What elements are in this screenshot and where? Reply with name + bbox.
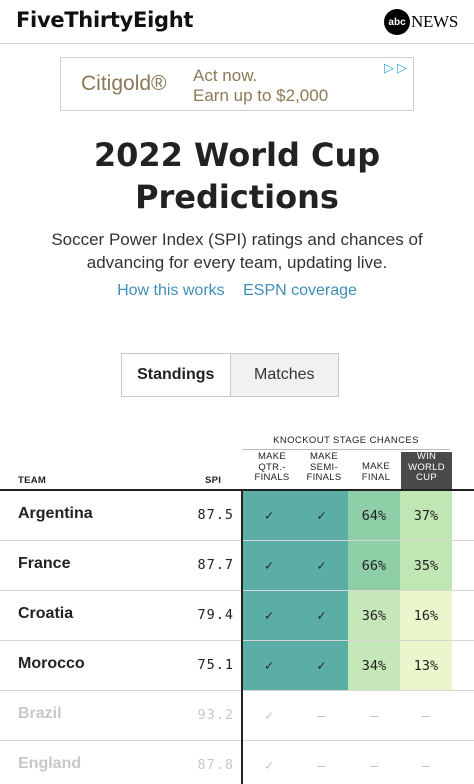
cell-win: —: [421, 757, 431, 774]
team-spi: 87.8: [197, 757, 234, 773]
col-win-line-3: CUP: [416, 472, 437, 483]
team-spi: 79.4: [197, 607, 234, 623]
page-title: 2022 World Cup Predictions: [0, 134, 474, 218]
col-qtr-line-2: QTR.-: [258, 461, 286, 473]
abc-logo-mark: abc: [384, 9, 411, 35]
page-title-line-1: 2022 World Cup: [93, 136, 381, 174]
col-header-make-semi-finals[interactable]: MAKE SEMI- FINALS: [299, 451, 349, 489]
team-spi: 75.1: [197, 657, 234, 673]
ad-close-icon[interactable]: ▷: [397, 60, 407, 75]
team-spi: 87.5: [197, 507, 234, 523]
col-header-make-final[interactable]: MAKE FINAL: [351, 452, 401, 489]
table-row[interactable]: Argentina 87.5 ✓ ✓ 64% 37%: [0, 491, 474, 541]
subtitle-line-2: advancing for every team, updating live.: [86, 253, 388, 272]
abc-news-wordmark: NEWS: [411, 12, 458, 31]
col-qtr-line-1: MAKE: [257, 451, 287, 462]
table-row[interactable]: Croatia 79.4 ✓ ✓ 36% 16%: [0, 591, 474, 641]
cell-qtr: ✓: [264, 757, 274, 774]
table-row[interactable]: France 87.7 ✓ ✓ 66% 35%: [0, 541, 474, 591]
table-row[interactable]: England 87.8 ✓ — — —: [0, 741, 474, 784]
team-name: France: [18, 555, 71, 572]
team-name: Morocco: [18, 655, 85, 672]
team-name: Brazil: [18, 705, 62, 722]
page-title-line-2: Predictions: [135, 178, 339, 216]
subtitle-line-1: Soccer Power Index (SPI) ratings and cha…: [51, 230, 423, 249]
ad-line-1: Act now.: [193, 66, 258, 85]
knockout-stage-header: KNOCKOUT STAGE CHANCES: [242, 432, 450, 450]
espn-coverage-link[interactable]: ESPN coverage: [243, 282, 357, 299]
cell-final: 66%: [348, 541, 400, 590]
ad-brand: Citigold®: [81, 72, 167, 95]
table-row[interactable]: Brazil 93.2 ✓ — — —: [0, 691, 474, 741]
knockout-divider-line: [241, 489, 243, 784]
cell-semi: —: [317, 707, 326, 724]
cell-semi: ✓: [295, 491, 348, 540]
col-win-line-1: WIN: [416, 451, 437, 462]
cell-semi: ✓: [295, 641, 348, 690]
col-header-win-world-cup[interactable]: WIN WORLD CUP: [401, 451, 452, 489]
col-win-line-2: WORLD: [408, 461, 445, 473]
cell-final: —: [369, 707, 379, 724]
col-final-line-2: FINAL: [361, 471, 391, 483]
col-header-make-qtr-finals[interactable]: MAKE QTR.- FINALS: [247, 451, 297, 489]
cell-win: 35%: [400, 541, 452, 590]
how-this-works-link[interactable]: How this works: [117, 282, 225, 299]
header-links: How this works ESPN coverage: [0, 282, 474, 300]
col-semi-line-3: FINALS: [306, 472, 342, 483]
cell-win: 16%: [400, 591, 452, 640]
page-subtitle: Soccer Power Index (SPI) ratings and cha…: [30, 228, 444, 274]
fivethirtyeight-logo[interactable]: FiveThirtyEight: [16, 8, 194, 32]
ad-copy: Act now. Earn up to $2,000: [193, 66, 328, 106]
tab-standings[interactable]: Standings: [122, 354, 231, 396]
ad-play-icon[interactable]: ▷: [384, 60, 394, 75]
col-qtr-line-3: FINALS: [254, 472, 290, 483]
cell-final: —: [369, 757, 379, 774]
ad-line-2: Earn up to $2,000: [193, 86, 329, 105]
cell-semi: ✓: [295, 591, 348, 640]
cell-final: 34%: [348, 641, 400, 690]
col-header-spi[interactable]: SPI: [205, 475, 222, 486]
abc-news-logo[interactable]: abc NEWS: [384, 8, 458, 36]
cell-qtr: ✓: [243, 541, 295, 590]
team-name: Argentina: [18, 505, 93, 522]
cell-final: 64%: [348, 491, 400, 540]
view-toggle: Standings Matches: [121, 353, 339, 397]
cell-win: 37%: [400, 491, 452, 540]
cell-semi: ✓: [295, 541, 348, 590]
team-name: Croatia: [18, 605, 74, 622]
ad-choices[interactable]: ▷ ▷: [384, 60, 407, 76]
cell-final: 36%: [348, 591, 400, 640]
advertisement-banner[interactable]: Citigold® Act now. Earn up to $2,000 ▷ ▷: [60, 57, 414, 111]
col-semi-line-2: SEMI-: [310, 461, 338, 473]
team-spi: 87.7: [197, 557, 234, 573]
cell-win: 13%: [400, 641, 452, 690]
col-final-line-1: MAKE: [361, 461, 391, 472]
cell-qtr: ✓: [243, 491, 295, 540]
col-semi-line-1: MAKE: [309, 451, 339, 462]
header-divider: [0, 489, 474, 491]
top-bar: FiveThirtyEight abc NEWS: [0, 0, 474, 44]
team-spi: 93.2: [197, 707, 234, 723]
cell-qtr: ✓: [243, 641, 295, 690]
cell-semi: —: [317, 757, 326, 774]
cell-qtr: ✓: [243, 591, 295, 640]
cell-win: —: [421, 707, 431, 724]
tab-matches[interactable]: Matches: [230, 354, 338, 396]
table-row[interactable]: Morocco 75.1 ✓ ✓ 34% 13%: [0, 641, 474, 691]
col-header-team[interactable]: TEAM: [18, 475, 47, 486]
team-name: England: [18, 755, 82, 772]
cell-qtr: ✓: [264, 707, 274, 724]
